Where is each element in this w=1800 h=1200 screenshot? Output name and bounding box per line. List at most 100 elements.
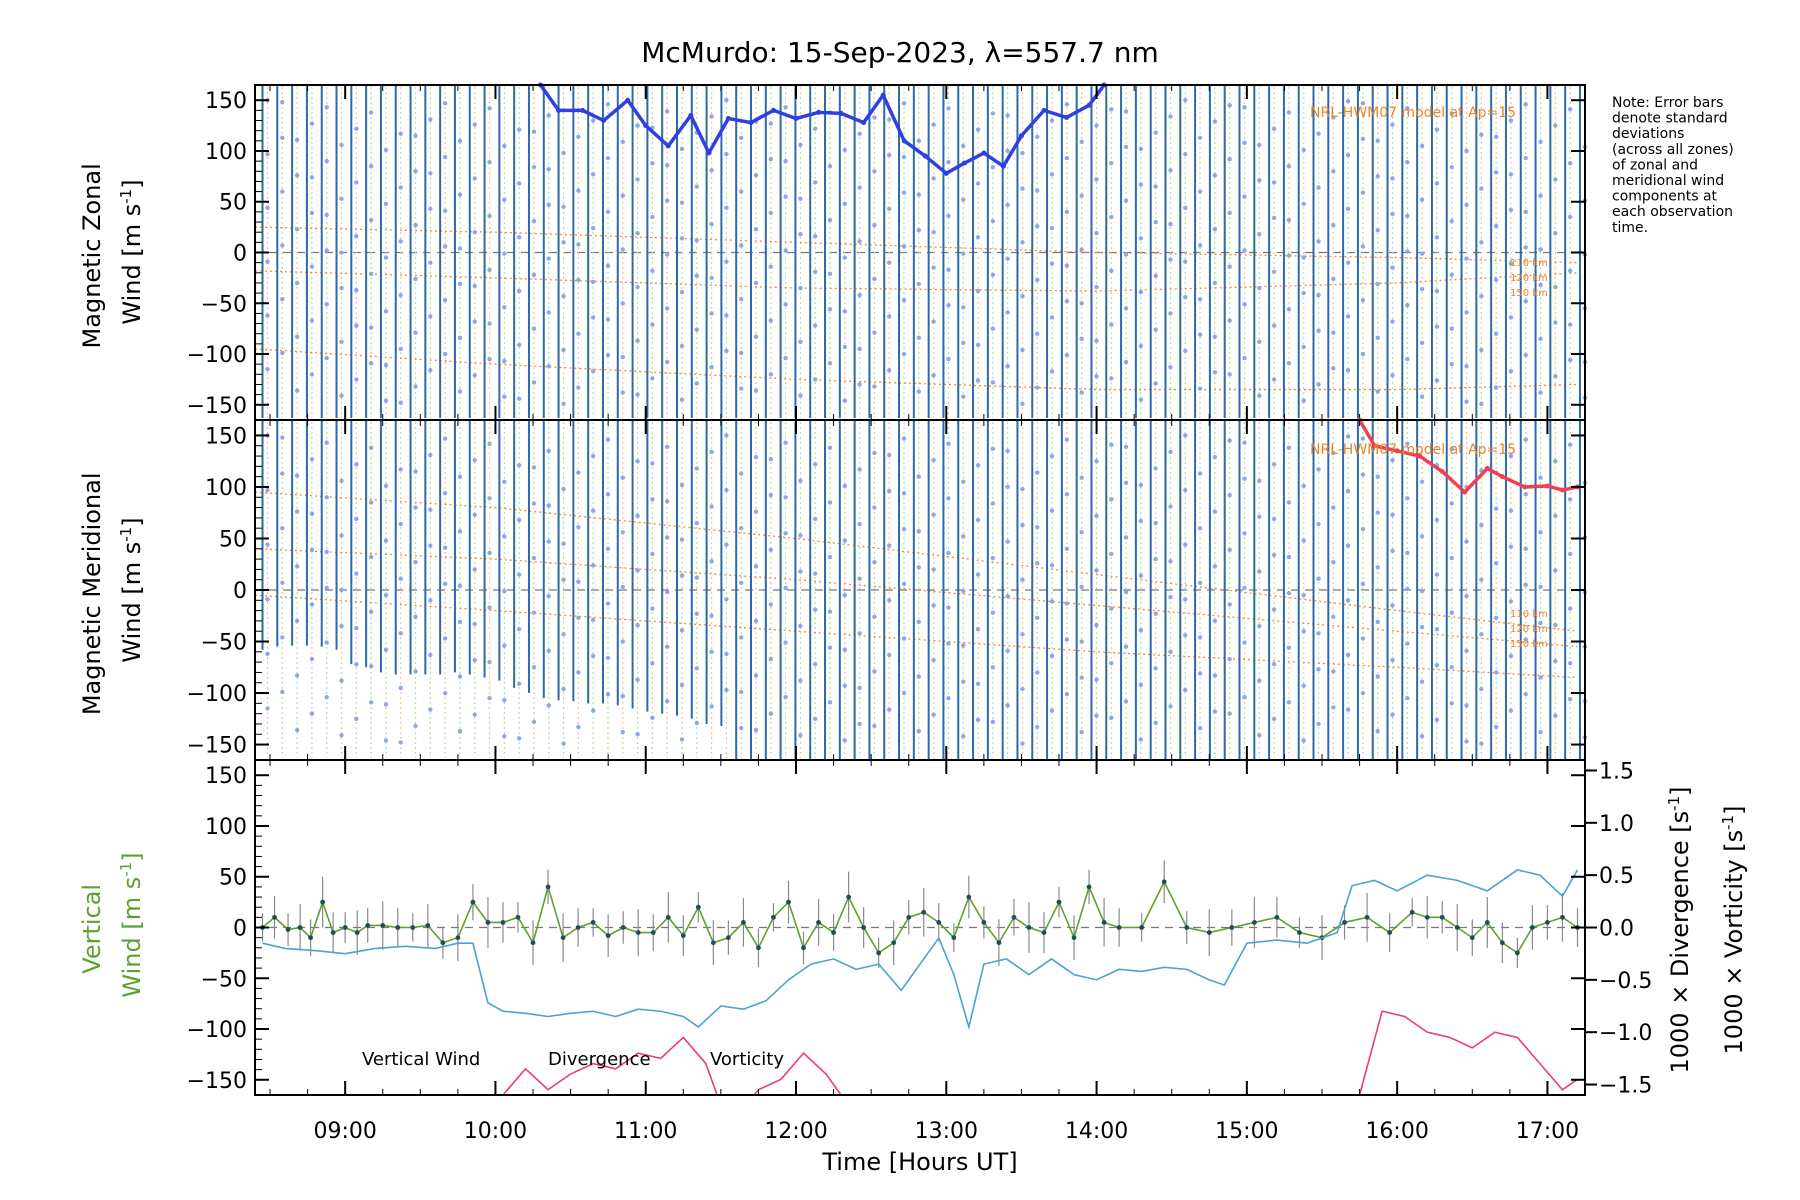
zone-sample xyxy=(1064,691,1070,697)
zone-sample xyxy=(1168,558,1173,564)
zone-sample xyxy=(1153,273,1158,279)
zone-sample xyxy=(1242,248,1247,253)
zone-sample xyxy=(1419,588,1425,594)
zone-sample xyxy=(265,597,270,602)
zone-sample xyxy=(887,368,892,373)
zone-sample xyxy=(916,529,922,534)
zone-sample xyxy=(990,272,996,278)
y-tick-label: 0 xyxy=(233,917,247,942)
vertical-wind-point xyxy=(485,920,491,925)
zone-sample xyxy=(827,645,833,650)
zone-sample xyxy=(1064,209,1070,215)
zone-sample xyxy=(1479,293,1484,299)
zone-sample xyxy=(635,177,640,182)
zone-sample xyxy=(1331,614,1336,619)
zone-sample xyxy=(1168,704,1173,709)
zone-sample xyxy=(590,172,596,177)
zone-sample xyxy=(975,626,981,632)
vertical-wind-point xyxy=(1560,914,1565,920)
zone-sample xyxy=(1153,184,1158,189)
zone-sample xyxy=(709,558,714,564)
zone-sample xyxy=(502,588,507,594)
zone-sample xyxy=(368,609,374,614)
zone-sample xyxy=(590,563,596,568)
mean-wind-point xyxy=(1000,163,1006,169)
vertical-wind-point xyxy=(786,899,791,905)
zone-sample xyxy=(383,647,389,652)
zone-sample xyxy=(324,585,329,591)
zone-sample xyxy=(383,592,389,598)
zone-sample xyxy=(990,380,996,385)
zone-sample xyxy=(502,643,507,648)
zone-sample xyxy=(857,292,862,298)
zone-sample xyxy=(620,693,625,699)
zone-sample xyxy=(368,360,374,366)
zone-sample xyxy=(813,180,818,185)
zone-sample xyxy=(531,555,537,561)
zone-sample xyxy=(1345,598,1351,603)
meridional-model-label: NRL-HWM07 model at Ap=15 xyxy=(1310,442,1516,458)
zone-sample xyxy=(946,213,951,219)
zone-sample xyxy=(901,298,907,303)
zone-sample xyxy=(872,115,877,120)
zone-sample xyxy=(531,326,537,331)
y-tick-label: −50 xyxy=(201,967,247,992)
zone-sample xyxy=(1449,361,1454,367)
zone-sample xyxy=(1109,497,1114,502)
zone-sample xyxy=(605,352,611,358)
zone-sample xyxy=(1523,437,1528,442)
zone-sample xyxy=(1197,580,1203,585)
zone-sample xyxy=(294,226,300,232)
zone-sample xyxy=(1523,546,1528,551)
zone-sample xyxy=(1153,520,1158,526)
mean-wind-point xyxy=(706,150,712,156)
zone-sample xyxy=(1360,136,1366,142)
zone-sample xyxy=(605,155,611,161)
zone-sample xyxy=(1123,699,1129,704)
zone-sample xyxy=(1257,678,1262,683)
zone-sample xyxy=(1227,711,1232,716)
zone-sample xyxy=(339,250,344,255)
vertical-wind-point xyxy=(500,920,506,925)
zone-sample xyxy=(1138,289,1144,295)
zone-sample xyxy=(798,393,803,398)
zone-sample xyxy=(1242,140,1247,146)
zone-sample xyxy=(1109,551,1114,557)
meridional-alt-label-150: 150 km xyxy=(1510,639,1548,650)
zone-sample xyxy=(1123,306,1129,311)
zone-sample xyxy=(1064,102,1070,107)
zone-sample xyxy=(1138,236,1144,241)
zone-sample xyxy=(872,276,877,282)
zone-sample xyxy=(1301,629,1306,634)
zone-sample xyxy=(531,501,537,506)
zone-sample xyxy=(502,197,507,202)
zone-sample xyxy=(1286,554,1292,560)
vertical-wind-point xyxy=(1041,930,1047,935)
zone-sample xyxy=(650,497,655,502)
zone-sample xyxy=(813,462,818,467)
zone-sample xyxy=(294,280,300,286)
zone-sample xyxy=(294,673,300,678)
zone-sample xyxy=(946,641,951,646)
zone-sample xyxy=(709,311,714,316)
zone-sample xyxy=(502,394,507,399)
zone-sample xyxy=(650,461,655,466)
zone-sample xyxy=(1286,445,1292,451)
zone-sample xyxy=(1094,513,1099,519)
zone-sample xyxy=(590,617,596,623)
zone-sample xyxy=(694,273,699,279)
zone-sample xyxy=(1493,670,1499,675)
mean-wind-point xyxy=(793,116,799,121)
zone-sample xyxy=(1434,378,1440,383)
zone-sample xyxy=(990,165,996,170)
zone-sample xyxy=(739,525,744,531)
zone-sample xyxy=(709,449,714,455)
zone-sample xyxy=(620,729,625,735)
vertical-wind-point xyxy=(816,920,821,925)
zone-sample xyxy=(1035,223,1040,229)
zone-sample xyxy=(546,202,551,207)
zone-sample xyxy=(961,734,966,739)
zone-sample xyxy=(354,323,359,328)
zone-sample xyxy=(857,467,862,472)
zone-sample xyxy=(487,267,492,272)
